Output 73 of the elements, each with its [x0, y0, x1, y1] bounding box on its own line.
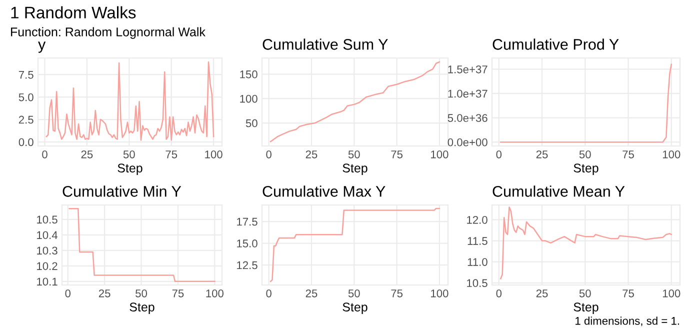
line-series: [68, 208, 216, 282]
x-tick-label: 100: [431, 150, 448, 158]
x-tick-label: 25: [81, 150, 93, 158]
text: 1 Random Walks: [11, 6, 136, 18]
x-tick-label: 100: [205, 150, 222, 158]
y-tick-label: 10.2: [37, 262, 58, 270]
y-tick-label: 150: [240, 70, 258, 78]
x-tick-label: 100: [206, 289, 224, 298]
x-axis-title: Step: [574, 164, 598, 175]
y-tick-label: 1.0e+37: [448, 90, 488, 98]
x-tick-label: 75: [391, 150, 403, 158]
x-tick-label: 50: [136, 289, 148, 298]
x-tick-label: 50: [123, 150, 135, 158]
y-tick-label: 17.5: [237, 218, 258, 226]
x-tick-label: 50: [348, 289, 360, 298]
x-tick-label: 0: [266, 289, 272, 298]
x-tick-label: 75: [622, 150, 634, 158]
text: 1 dimensions, sd = 1.: [576, 316, 679, 326]
y-tick-label: 11.5: [468, 237, 488, 245]
x-axis-title: Step: [574, 302, 598, 314]
x-tick-label: 100: [662, 289, 680, 298]
chart-title: y: [38, 42, 46, 53]
x-tick-label: 50: [348, 150, 360, 158]
y-tick-label: 7.5: [18, 70, 34, 79]
y-tick-label: 100: [240, 94, 258, 103]
line-series: [500, 206, 672, 280]
x-axis-title: Step: [342, 164, 368, 175]
x-tick-label: 25: [98, 289, 110, 298]
chart-title: Cumulative Mean Y: [492, 186, 625, 197]
x-tick-label: 25: [306, 150, 318, 158]
x-axis-title: Step: [118, 164, 142, 175]
y-tick-label: 11.0: [468, 258, 488, 266]
x-tick-label: 0: [42, 150, 48, 158]
chart-title: Cumulative Prod Y: [492, 38, 619, 50]
y-tick-label: 15.0: [237, 240, 258, 248]
y-tick-label: 5.0: [18, 93, 34, 102]
x-tick-label: 50: [579, 150, 591, 158]
line-series: [270, 208, 440, 282]
x-tick-label: 25: [536, 150, 548, 158]
y-tick-label: 50: [246, 119, 258, 128]
y-tick-label: 12.0: [467, 216, 488, 224]
y-tick-label: 10.5: [37, 216, 58, 224]
x-tick-label: 100: [431, 289, 448, 298]
y-tick-label: 0.0: [18, 138, 34, 146]
y-tick-label: 10.1: [37, 278, 58, 286]
y-tick-label: 0.0e+00: [448, 138, 488, 146]
x-tick-label: 75: [391, 290, 403, 298]
x-tick-label: 0: [496, 289, 502, 298]
x-tick-label: 50: [579, 289, 591, 298]
y-tick-label: 1.5e+37: [448, 65, 488, 74]
chart-title: Cumulative Min Y: [62, 186, 182, 197]
x-tick-label: 100: [662, 150, 680, 158]
y-tick-label: 12.5: [237, 261, 258, 270]
x-tick-label: 0: [65, 289, 71, 298]
x-tick-label: 0: [266, 150, 272, 158]
text: Function: Random Lognormal Walk: [11, 27, 206, 39]
chart-title: Cumulative Max Y: [262, 186, 386, 197]
x-tick-label: 0: [496, 150, 502, 158]
y-tick-label: 10.5: [467, 279, 488, 288]
x-tick-label: 75: [166, 150, 178, 158]
x-tick-label: 75: [172, 290, 184, 298]
y-tick-label: 10.4: [37, 231, 58, 240]
line-series: [270, 61, 440, 142]
x-axis-title: Step: [342, 302, 368, 314]
line-series: [46, 61, 214, 141]
x-tick-label: 75: [622, 290, 634, 298]
chart-title: Cumulative Sum Y: [262, 38, 388, 50]
x-tick-label: 25: [306, 289, 318, 298]
x-axis-title: Step: [130, 302, 154, 314]
y-tick-label: 2.5: [18, 116, 34, 124]
y-tick-label: 10.3: [37, 246, 58, 255]
y-tick-label: 5.0e+36: [448, 114, 488, 122]
x-tick-label: 25: [536, 289, 548, 298]
